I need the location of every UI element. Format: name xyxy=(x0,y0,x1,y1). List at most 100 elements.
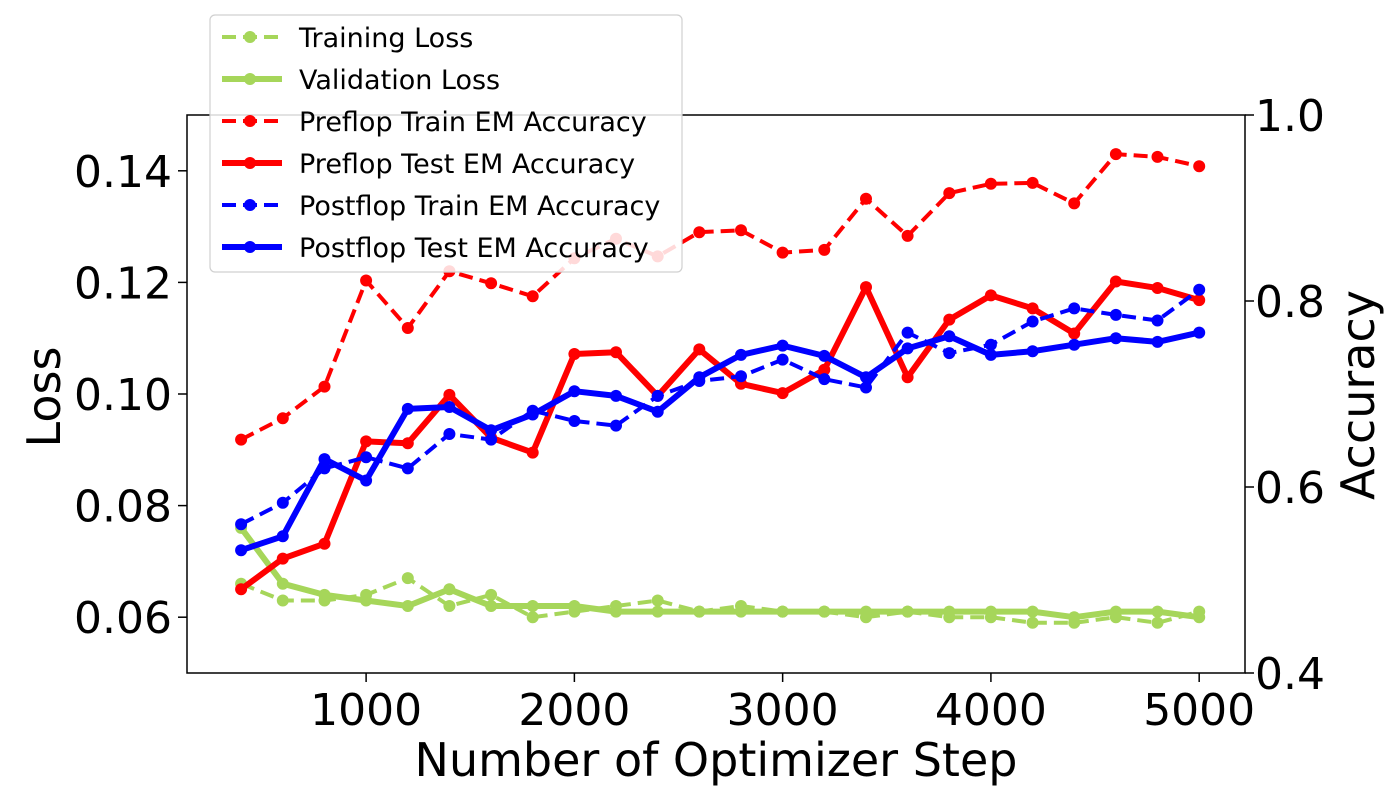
data-point xyxy=(901,342,914,355)
data-point xyxy=(1109,275,1122,288)
data-point xyxy=(443,388,456,401)
data-point xyxy=(693,371,706,384)
data-point xyxy=(318,380,331,393)
series-line-2 xyxy=(240,152,1200,442)
data-point xyxy=(401,572,414,585)
data-point xyxy=(818,363,831,376)
data-point xyxy=(526,290,539,303)
data-point xyxy=(818,605,831,618)
data-point xyxy=(1026,616,1039,629)
data-point xyxy=(1151,314,1164,327)
data-point xyxy=(235,518,248,531)
data-point xyxy=(443,428,456,440)
data-point xyxy=(776,246,789,259)
data-point xyxy=(1151,282,1164,294)
data-point xyxy=(1193,611,1206,624)
series-line-3 xyxy=(239,278,1201,592)
legend-label: Preflop Test EM Accuracy xyxy=(299,149,635,180)
legend-item: Postflop Test EM Accuracy xyxy=(222,233,649,264)
legend-marker xyxy=(244,241,256,253)
data-point xyxy=(943,187,956,200)
data-point xyxy=(1068,611,1081,624)
x-tick-label: 2000 xyxy=(518,685,630,736)
legend-marker xyxy=(244,199,256,211)
data-point xyxy=(235,433,248,446)
data-point xyxy=(901,605,914,618)
data-point xyxy=(276,530,289,543)
legend: Training Loss Validation Loss Preflop Trai… xyxy=(209,14,683,273)
data-point xyxy=(318,537,331,550)
data-point xyxy=(610,389,622,402)
data-point xyxy=(1026,345,1039,358)
data-point xyxy=(651,594,664,607)
data-point xyxy=(568,385,581,398)
data-point xyxy=(901,371,914,384)
legend-entries: Training Loss Validation Loss Preflop Trai… xyxy=(222,23,660,264)
data-point xyxy=(1151,335,1164,348)
data-point xyxy=(485,277,498,290)
y-tick-label-right: 1.0 xyxy=(1255,91,1325,142)
data-point xyxy=(401,462,414,475)
legend-label: Validation Loss xyxy=(299,65,500,96)
data-point xyxy=(901,326,914,339)
data-point xyxy=(1151,605,1164,618)
data-point xyxy=(235,544,248,557)
data-point xyxy=(401,437,414,450)
data-point xyxy=(318,453,331,466)
x-tick-label: 4000 xyxy=(935,685,1047,736)
data-point xyxy=(735,224,747,237)
data-point xyxy=(984,177,997,190)
series-line-1 xyxy=(238,526,1200,621)
legend-label: Postflop Train EM Accuracy xyxy=(299,191,660,222)
ticks-layer: 1000 2000 3000 4000 5000 0.06 0.08 0.10 0.12 0.14… xyxy=(74,91,1325,736)
data-point xyxy=(526,611,539,624)
data-point xyxy=(360,474,373,487)
data-point xyxy=(360,594,373,607)
data-point xyxy=(735,348,747,361)
legend-label: Postflop Test EM Accuracy xyxy=(299,233,649,264)
data-point xyxy=(984,348,997,361)
data-point xyxy=(485,600,498,612)
data-point xyxy=(443,583,456,596)
data-point xyxy=(568,348,581,360)
data-point xyxy=(651,389,664,402)
series-4 xyxy=(235,283,1206,531)
y-axis-title-left: Loss xyxy=(17,347,71,448)
data-point xyxy=(651,605,664,618)
data-point xyxy=(318,588,331,601)
y-tick-label-left: 0.10 xyxy=(74,370,172,421)
data-point xyxy=(1193,160,1206,173)
data-point xyxy=(1109,148,1122,161)
legend-marker xyxy=(244,73,256,85)
data-point xyxy=(984,605,997,618)
data-point xyxy=(860,371,872,384)
data-point xyxy=(1026,302,1039,315)
data-point xyxy=(360,435,373,448)
legend-marker xyxy=(244,115,256,127)
data-point xyxy=(276,496,289,509)
legend-marker xyxy=(244,31,256,43)
series-line-4 xyxy=(240,288,1201,526)
data-point xyxy=(776,353,789,366)
data-point xyxy=(1193,294,1206,307)
data-point xyxy=(984,338,997,351)
data-point xyxy=(276,577,289,590)
series-layer xyxy=(235,148,1206,629)
data-point xyxy=(526,600,539,612)
data-point xyxy=(860,281,872,294)
data-point xyxy=(860,605,872,618)
data-point xyxy=(235,583,248,596)
data-point xyxy=(401,600,414,612)
data-point xyxy=(1193,283,1206,296)
y-tick-label-right: 0.8 xyxy=(1255,277,1325,328)
data-point xyxy=(401,322,414,334)
legend-item: Preflop Train EM Accuracy xyxy=(222,107,647,138)
legend-item: Postflop Train EM Accuracy xyxy=(222,191,660,222)
data-point xyxy=(693,226,706,239)
legend-item: Validation Loss xyxy=(222,65,500,96)
data-point xyxy=(818,373,831,386)
series-2 xyxy=(235,148,1206,446)
data-point xyxy=(776,387,789,400)
data-point xyxy=(735,370,747,383)
y-tick-label-right: 0.4 xyxy=(1255,649,1325,700)
